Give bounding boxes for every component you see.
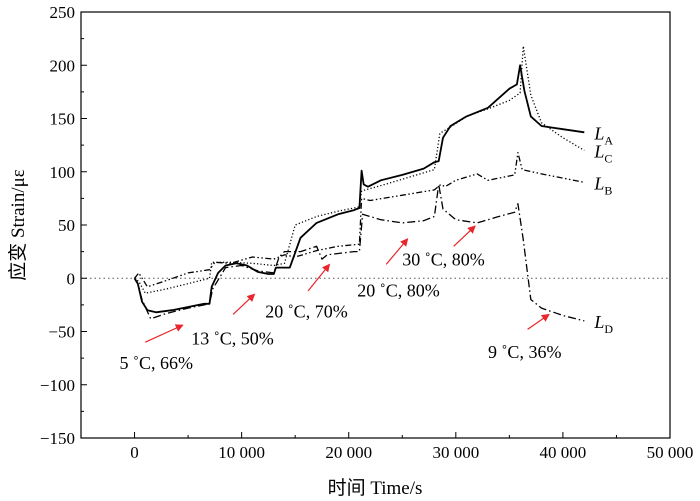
annotation-label: 9 ˚C, 36% [488, 342, 561, 362]
annotation-label: 13 ˚C, 50% [191, 328, 274, 348]
series-label-lb: LB [593, 173, 612, 197]
y-axis-ticks: −150 −100 −50 0 50 100 150 200 250 [40, 3, 87, 448]
x-tick-label: 0 [130, 443, 139, 462]
annotation-arrow [145, 324, 184, 343]
annotation-label: 20 ˚C, 80% [357, 280, 440, 300]
annotation-label: 20 ˚C, 70% [265, 302, 348, 322]
annotation-label: 30 ˚C, 80% [402, 249, 485, 269]
y-tick-label: −100 [40, 376, 75, 395]
x-tick-label: 10 000 [218, 443, 265, 462]
annotation-label: 5 ˚C, 66% [120, 353, 194, 373]
series-line-ld [133, 183, 585, 322]
plot-frame [80, 11, 671, 439]
series-line-lb [133, 151, 585, 288]
y-tick-label: 150 [50, 110, 76, 129]
series-line-lc [134, 45, 585, 294]
series-line-la [133, 64, 585, 314]
y-tick-label: −150 [40, 429, 75, 448]
x-tick-label: 30 000 [432, 443, 479, 462]
y-axis-title: 应变 Strain/με [7, 169, 29, 281]
x-axis-ticks: 0 10 000 20 000 30 000 40 000 50 000 [130, 432, 693, 462]
annotation-arrow [307, 263, 331, 292]
y-tick-label: 0 [67, 269, 76, 288]
x-tick-label: 20 000 [325, 443, 372, 462]
y-tick-label: 100 [50, 163, 76, 182]
y-tick-label: 250 [50, 3, 76, 22]
y-tick-label: 200 [50, 56, 76, 75]
series-label-ld: LD [593, 312, 613, 336]
annotation-arrow [453, 225, 476, 247]
x-tick-label: 40 000 [540, 443, 587, 462]
x-axis-title: 时间 Time/s [328, 477, 423, 499]
annotation-arrow [527, 313, 550, 330]
x-tick-label: 50 000 [647, 443, 694, 462]
condition-annotations: 5 ˚C, 66% 13 ˚C, 50% 20 ˚C, 70% 20 ˚C, 80% 3… [120, 225, 561, 373]
annotation-arrow [232, 293, 256, 315]
y-tick-label: −50 [48, 323, 75, 342]
annotation-arrow [385, 238, 409, 265]
y-tick-label: 50 [58, 216, 75, 235]
series-group [133, 45, 585, 322]
